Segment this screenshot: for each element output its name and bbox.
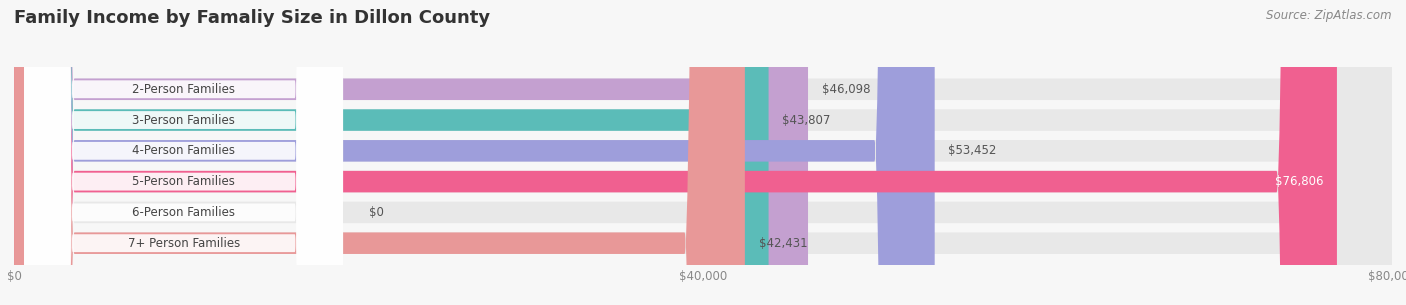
FancyBboxPatch shape <box>14 0 1392 305</box>
Text: 6-Person Families: 6-Person Families <box>132 206 235 219</box>
FancyBboxPatch shape <box>14 0 808 305</box>
Text: Source: ZipAtlas.com: Source: ZipAtlas.com <box>1267 9 1392 22</box>
Text: 4-Person Families: 4-Person Families <box>132 144 235 157</box>
FancyBboxPatch shape <box>24 0 343 305</box>
Text: $46,098: $46,098 <box>823 83 870 96</box>
Text: $43,807: $43,807 <box>782 113 831 127</box>
Text: 5-Person Families: 5-Person Families <box>132 175 235 188</box>
Text: Family Income by Famaliy Size in Dillon County: Family Income by Famaliy Size in Dillon … <box>14 9 491 27</box>
FancyBboxPatch shape <box>14 0 935 305</box>
FancyBboxPatch shape <box>24 0 343 305</box>
FancyBboxPatch shape <box>14 0 1392 305</box>
FancyBboxPatch shape <box>14 0 1337 305</box>
FancyBboxPatch shape <box>14 0 1392 305</box>
Text: $76,806: $76,806 <box>1275 175 1323 188</box>
FancyBboxPatch shape <box>14 0 1392 305</box>
Text: $53,452: $53,452 <box>949 144 997 157</box>
Text: $0: $0 <box>368 206 384 219</box>
Text: 7+ Person Families: 7+ Person Families <box>128 237 240 250</box>
Text: $42,431: $42,431 <box>759 237 807 250</box>
FancyBboxPatch shape <box>14 0 745 305</box>
FancyBboxPatch shape <box>24 0 343 305</box>
FancyBboxPatch shape <box>14 0 1392 305</box>
FancyBboxPatch shape <box>24 0 343 305</box>
Text: 3-Person Families: 3-Person Families <box>132 113 235 127</box>
FancyBboxPatch shape <box>24 0 343 305</box>
Text: 2-Person Families: 2-Person Families <box>132 83 235 96</box>
FancyBboxPatch shape <box>24 0 343 305</box>
FancyBboxPatch shape <box>14 0 1392 305</box>
FancyBboxPatch shape <box>14 0 769 305</box>
